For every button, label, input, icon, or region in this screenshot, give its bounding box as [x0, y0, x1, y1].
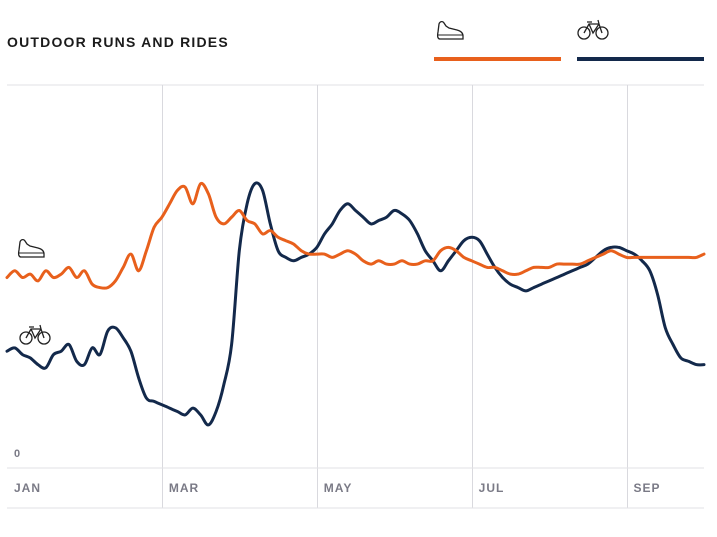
x-tick-label-jan: JAN	[14, 481, 41, 495]
legend-shoe-icon	[436, 20, 464, 40]
ride-series-line	[5, 181, 706, 427]
legend	[434, 19, 704, 61]
legend-bicycle-icon	[577, 19, 609, 40]
x-tick-label-mar: MAR	[169, 481, 199, 495]
x-tick-label-may: MAY	[324, 481, 353, 495]
grid	[162, 85, 628, 508]
x-tick-label-jul: JUL	[479, 481, 505, 495]
series-bicycle-icon	[19, 324, 51, 345]
legend-run-swatch	[434, 57, 561, 61]
x-axis-ticks: JAN MAR MAY JUL SEP	[14, 481, 661, 495]
legend-ride[interactable]	[577, 19, 704, 61]
series-lines	[5, 181, 706, 427]
x-tick-label-sep: SEP	[634, 481, 661, 495]
series-shoe-icon	[17, 238, 45, 258]
y-tick-label-0: 0	[14, 448, 20, 460]
legend-run[interactable]	[434, 20, 561, 61]
legend-ride-swatch	[577, 57, 704, 61]
chart-title: OUTDOOR RUNS AND RIDES	[7, 34, 229, 50]
run-series-line	[5, 181, 706, 290]
